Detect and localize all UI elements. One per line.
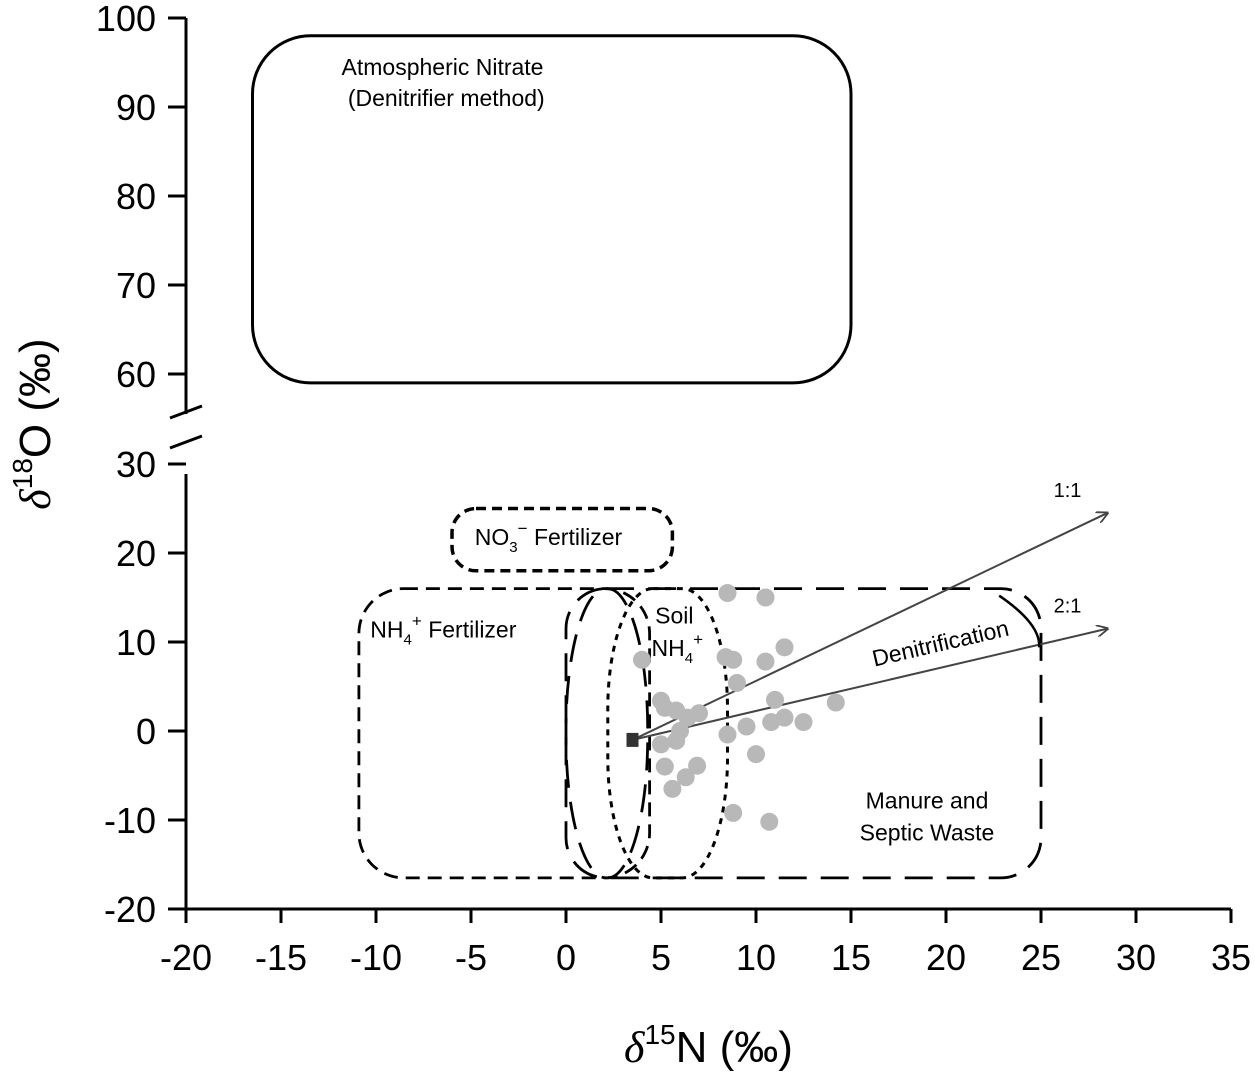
y-tick-label: 60: [116, 354, 156, 395]
nh4-fertilizer-label: NH4+ Fertilizer: [370, 612, 516, 649]
x-tick-label: 15: [831, 937, 871, 978]
manure-label-line1: Manure and: [866, 787, 989, 813]
data-point: [718, 725, 737, 744]
atmospheric-label-line2: (Denitrifier method): [348, 85, 545, 111]
denitrification-vectors: [632, 513, 1108, 741]
x-tick-label: 30: [1116, 937, 1156, 978]
soil-label-line1: Soil: [655, 602, 693, 628]
manure-label-line2: Septic Waste: [860, 819, 995, 845]
y-tick-label: 90: [116, 87, 156, 128]
y-tick-label: 70: [116, 265, 156, 306]
denitrification-label: Denitrification: [870, 615, 1012, 672]
x-tick-label: 5: [651, 937, 671, 978]
source-regions: [251, 34, 1043, 880]
vector-1-1: [632, 513, 1108, 741]
data-point: [766, 690, 784, 709]
axis-break-top: [169, 404, 203, 420]
x-tick-label: 35: [1211, 937, 1251, 978]
vector-label-1-1: 1:1: [1054, 480, 1082, 502]
x-tick-label: 20: [926, 937, 966, 978]
x-axis-title: δ15N (‰): [624, 1019, 793, 1072]
data-point: [663, 779, 682, 798]
axes: -20 -15 -10 -5 0 5 10 15 20 25 30 35 -20 -10 0 10 20 30 60…: [7, 0, 1251, 1072]
data-point: [724, 650, 743, 669]
data-point: [724, 803, 743, 822]
x-tick-label: 0: [556, 937, 576, 978]
data-point: [667, 731, 686, 750]
x-tick-label: -15: [255, 937, 307, 978]
data-point: [678, 708, 697, 727]
y-tick-label: 100: [96, 0, 156, 39]
data-point: [737, 717, 756, 736]
x-tick-label: -10: [350, 937, 402, 978]
no3-fertilizer-label: NO3− Fertilizer: [475, 519, 623, 556]
x-tick-label: -20: [160, 937, 212, 978]
x-tick-label: 25: [1021, 937, 1061, 978]
region-nh4-fertilizer: [357, 587, 652, 880]
y-tick-label: 30: [116, 444, 156, 485]
denitrification-arc: [998, 594, 1041, 648]
y-tick-label: -20: [104, 889, 156, 930]
axis-break-bottom: [169, 434, 203, 450]
data-point: [794, 713, 813, 732]
data-point: [718, 584, 737, 603]
y-tick-label: 80: [116, 176, 156, 217]
x-tick-label: 10: [736, 937, 776, 978]
data-point: [633, 650, 651, 669]
data-point: [676, 768, 695, 787]
data-point: [760, 812, 779, 831]
atmospheric-label-line1: Atmospheric Nitrate: [342, 54, 544, 80]
x-tick-label: -5: [455, 937, 487, 978]
soil-label-line2: NH4+: [652, 630, 704, 667]
data-point: [826, 693, 845, 712]
region-no3-fertilizer: [450, 506, 675, 573]
data-point: [747, 745, 765, 764]
vector-label-2-1: 2:1: [1054, 596, 1082, 618]
y-tick-label: 20: [116, 533, 156, 574]
data-points: [626, 584, 845, 831]
data-point: [728, 673, 746, 692]
region-soil-nh4-dotted: [606, 587, 729, 880]
y-tick-label: -10: [104, 800, 156, 841]
vector-2-1: [632, 629, 1108, 741]
annotations: 1:1 2:1 Denitrification Atmospheric Nitrate…: [342, 54, 1082, 846]
y-axis-title: δ18O (‰): [7, 338, 60, 509]
region-manure-septic: [564, 587, 1043, 880]
region-atmospheric-nitrate: [251, 34, 853, 385]
data-point: [762, 713, 781, 732]
data-point: [688, 756, 707, 775]
data-point: [775, 638, 794, 657]
origin-marker: [626, 732, 639, 747]
y-tick-label: 10: [116, 622, 156, 663]
data-point: [655, 757, 674, 776]
region-soil-nh4-dashed: [564, 587, 650, 880]
data-point: [756, 652, 775, 671]
data-point: [756, 588, 775, 607]
data-point: [652, 735, 670, 754]
y-tick-label: 0: [136, 711, 156, 752]
